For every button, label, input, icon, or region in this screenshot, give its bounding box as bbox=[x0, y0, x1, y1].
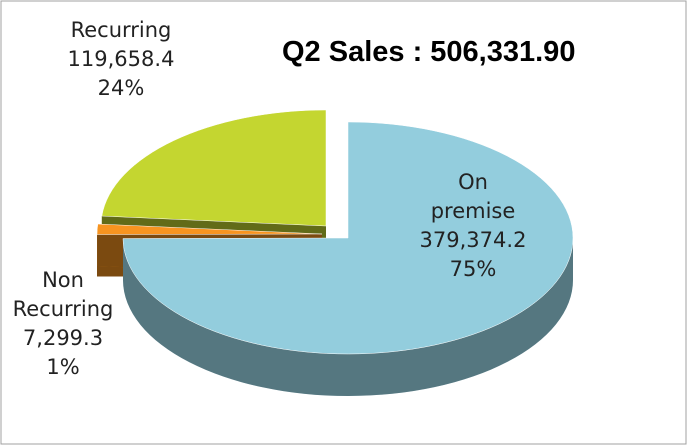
category-label: Recurring bbox=[70, 18, 172, 42]
chart-title: Q2 Sales : 506,331.90 bbox=[282, 36, 576, 68]
value-label: 119,658.4 bbox=[67, 47, 175, 71]
category-label: On premise bbox=[430, 170, 516, 223]
percent-label: 24% bbox=[97, 76, 145, 100]
data-label: Recurring 119,658.4 24% bbox=[58, 16, 184, 103]
category-label: Non Recurring bbox=[12, 268, 114, 321]
value-label: 7,299.3 bbox=[22, 326, 104, 350]
data-label: On premise 379,374.2 75% bbox=[418, 168, 528, 284]
value-label: 379,374.2 bbox=[419, 228, 527, 252]
slice bbox=[101, 109, 327, 227]
percent-label: 75% bbox=[449, 257, 497, 281]
percent-label: 1% bbox=[46, 355, 80, 379]
slice bbox=[122, 121, 574, 355]
slice-side-shade bbox=[123, 238, 573, 396]
slice-side bbox=[123, 238, 573, 396]
data-label: Non Recurring 7,299.3 1% bbox=[4, 266, 122, 382]
slice bbox=[96, 223, 323, 235]
